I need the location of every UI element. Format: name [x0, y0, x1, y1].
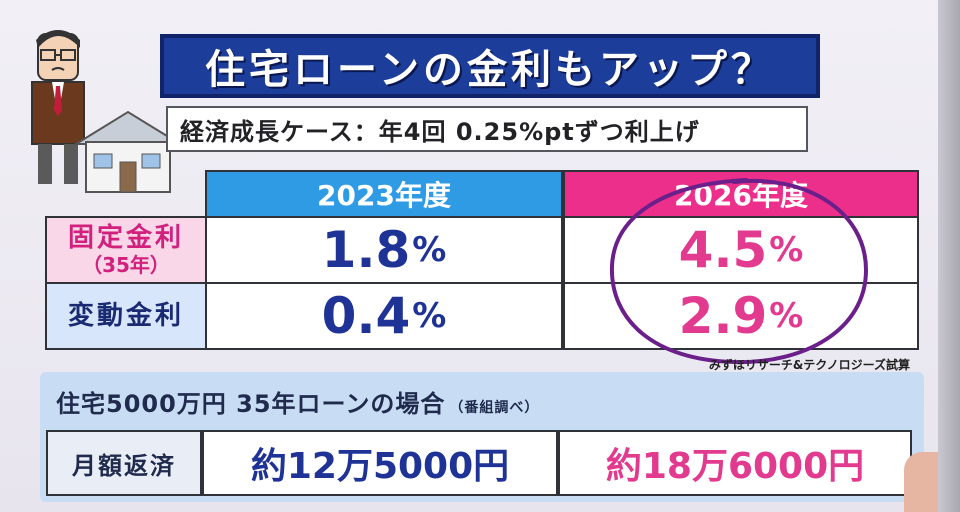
fixed-rate-2023-cell: 1.8%: [205, 216, 563, 284]
variable-rate-2023-value: 0.4: [321, 287, 411, 345]
fixed-rate-term: （35年）: [82, 253, 170, 277]
source-credit: みずほリサーチ&テクノロジーズ試算: [708, 358, 910, 372]
tv-bezel: [938, 0, 960, 512]
presenter-hand: [904, 452, 938, 512]
row-label-fixed-rate: 固定金利 （35年）: [45, 216, 207, 284]
variable-rate-2023-cell: 0.4%: [205, 282, 563, 350]
percent-unit: %: [412, 230, 447, 270]
variable-rate-2026-value: 2.9: [678, 287, 768, 345]
fixed-rate-label: 固定金利: [67, 223, 184, 253]
loan-example-title: 住宅5000万円 35年ローンの場合 （番組調べ）: [56, 384, 539, 419]
loan-example-heading: 住宅5000万円 35年ローンの場合: [56, 390, 446, 418]
scenario-subtitle: 経済成長ケース：年4回 0.25%ptずつ利上げ: [166, 106, 808, 152]
businessman-illustration: [31, 30, 85, 184]
fixed-rate-2026-cell: 4.5%: [563, 216, 919, 284]
variable-rate-2026-cell: 2.9%: [563, 282, 919, 350]
percent-unit: %: [412, 296, 447, 336]
loan-example-note: （番組調べ）: [449, 400, 540, 416]
headline-banner: 住宅ローンの金利もアップ？: [160, 34, 820, 98]
fixed-rate-2023-value: 1.8: [321, 221, 411, 279]
monthly-payment-label: 月額返済: [46, 430, 202, 496]
column-header-2023: 2023年度: [205, 170, 563, 218]
percent-unit: %: [769, 230, 804, 270]
highlight-circle-annotation: [609, 178, 869, 365]
variable-rate-label: 変動金利: [67, 301, 184, 331]
monthly-payment-2023: 約12万5000円: [202, 430, 558, 496]
house-illustration: [72, 110, 184, 193]
monthly-payment-2026: 約18万6000円: [558, 430, 912, 496]
percent-unit: %: [769, 296, 804, 336]
page-title: 住宅ローンの金利もアップ？: [205, 47, 775, 93]
row-label-variable-rate: 変動金利: [45, 282, 207, 350]
fixed-rate-2026-value: 4.5: [678, 221, 768, 279]
